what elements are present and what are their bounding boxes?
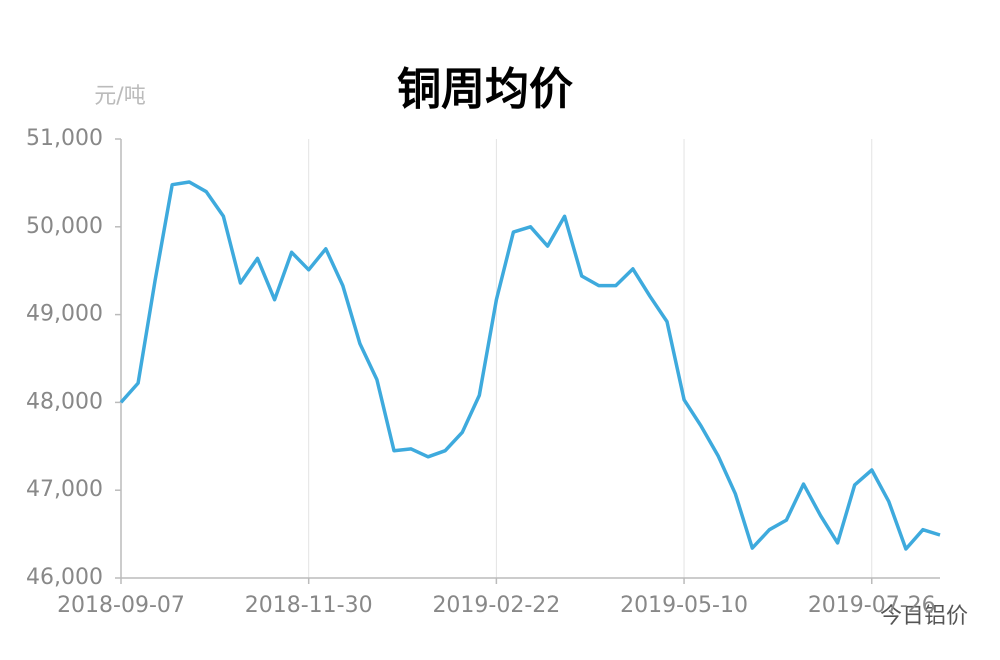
y-tick-label: 49,000 <box>26 302 103 327</box>
x-tick-label: 2019-07-26 <box>808 593 936 618</box>
data-line <box>119 180 941 551</box>
x-tick-label: 2019-02-22 <box>432 593 560 618</box>
y-axis-unit: 元/吨 <box>94 84 145 109</box>
y-tick-label: 50,000 <box>26 214 103 239</box>
chart-title: 铜周均价 <box>397 64 573 115</box>
x-tick-label: 2019-05-10 <box>620 593 748 618</box>
y-tick-label: 46,000 <box>26 565 103 590</box>
y-tick-label: 47,000 <box>26 477 103 502</box>
x-tick-label: 2018-11-30 <box>245 593 373 618</box>
y-tick-label: 48,000 <box>26 389 103 414</box>
y-tick-label: 51,000 <box>26 126 103 151</box>
x-tick-label: 2018-09-07 <box>57 593 185 618</box>
watermark: 今日铝价 <box>880 604 968 629</box>
